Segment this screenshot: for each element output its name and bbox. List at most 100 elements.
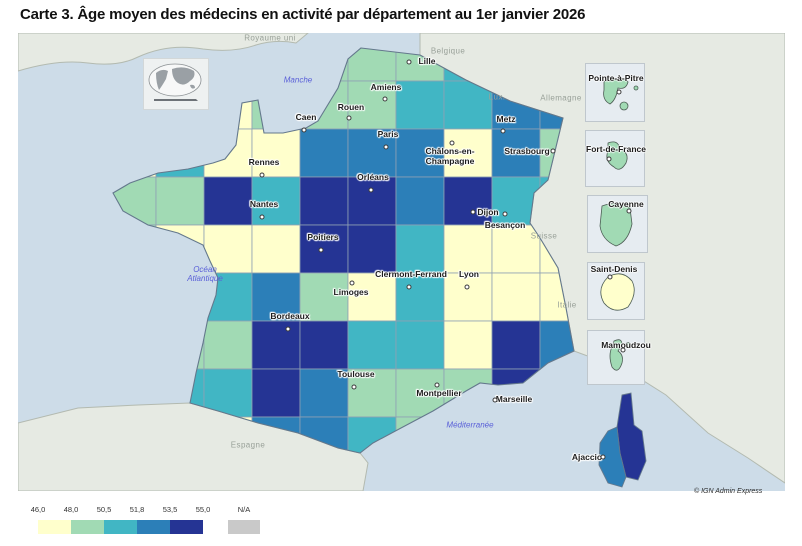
city-marker <box>626 208 632 214</box>
city-label: Mamoudzou <box>601 340 651 350</box>
attribution: © IGN Admin Express <box>694 488 763 495</box>
legend-break-label: 55,0 <box>195 505 211 514</box>
city-marker <box>607 274 613 280</box>
city-label: Caen <box>295 112 317 123</box>
city-marker <box>464 284 470 290</box>
department-cell <box>251 368 301 418</box>
city-marker <box>502 211 508 217</box>
legend-color-swatch <box>137 520 170 534</box>
overseas-panel-mamoudzou: Mamoudzou <box>587 330 651 385</box>
city-marker <box>470 209 476 215</box>
department-cell <box>491 128 541 178</box>
city-marker <box>349 280 355 286</box>
city-label: Bordeaux <box>270 311 310 322</box>
city-marker <box>285 326 291 332</box>
city-label: Rennes <box>248 157 280 168</box>
inset-world-map <box>143 58 209 110</box>
sea-label: Manche <box>283 75 313 85</box>
department-cell <box>251 320 301 370</box>
city-label: Paris <box>377 129 399 140</box>
guyane-territory <box>599 203 633 247</box>
department-cell <box>299 272 349 322</box>
world-americas <box>156 69 168 90</box>
legend-break-label: 53,5 <box>162 505 178 514</box>
city-marker <box>406 284 412 290</box>
city-marker <box>492 397 498 403</box>
city-marker <box>383 144 389 150</box>
department-cell <box>203 320 253 370</box>
city-label: Marseille <box>495 394 533 405</box>
sea-label: Méditerranée <box>446 420 494 430</box>
mayotte-island <box>609 339 623 371</box>
world-australia <box>190 84 195 89</box>
department-cell <box>395 80 445 130</box>
department-cell <box>299 48 349 82</box>
legend-break-label: 48,0 <box>63 505 79 514</box>
department-cell <box>203 80 253 130</box>
inset-scale-mark <box>154 99 198 101</box>
department-cell <box>491 416 541 453</box>
legend-color-swatch <box>170 520 203 534</box>
city-marker <box>600 454 606 460</box>
department-cell <box>491 224 541 274</box>
map-area: Pointe-à-Pitre Fort-de-France Cayenne Sa… <box>18 33 785 491</box>
city-marker <box>259 172 265 178</box>
department-cell <box>299 128 349 178</box>
legend-color-swatch <box>104 520 137 534</box>
city-label: Besançon <box>484 220 526 231</box>
department-cell <box>113 272 157 322</box>
city-label: Rouen <box>337 102 365 113</box>
sea-label: Océan Atlantique <box>187 264 223 283</box>
city-label: Châlons-en-Champagne <box>425 146 475 166</box>
legend-na-swatch <box>228 520 260 534</box>
overseas-panel-fort-de-france: Fort-de-France <box>585 130 646 187</box>
city-marker <box>449 140 455 146</box>
department-cell <box>539 368 574 418</box>
city-marker <box>351 384 357 390</box>
department-cell <box>347 320 397 370</box>
reunion-island <box>600 273 635 311</box>
city-label: Cayenne <box>608 199 644 209</box>
city-label: Toulouse <box>337 369 375 380</box>
city-label: Limoges <box>333 287 369 298</box>
world-eurasia-africa <box>172 67 195 85</box>
overseas-panel-pointe-a-pitre: Pointe-à-Pitre <box>585 63 645 122</box>
department-cell <box>539 416 574 453</box>
city-marker <box>620 347 626 353</box>
department-cell <box>443 224 493 274</box>
department-cell <box>395 176 445 226</box>
city-marker <box>368 187 374 193</box>
country-label: Espagne <box>230 440 266 450</box>
overseas-panel-cayenne: Cayenne <box>587 195 648 253</box>
country-label: Belgique <box>430 46 466 56</box>
department-cell <box>113 320 157 370</box>
country-label: Italie <box>557 300 577 310</box>
department-cell <box>113 128 157 178</box>
department-cell <box>251 128 301 178</box>
country-label: Suisse <box>530 231 558 241</box>
department-cell <box>251 224 301 274</box>
overseas-panel-saint-denis: Saint-Denis <box>587 262 645 320</box>
legend-break-label: 51,8 <box>129 505 145 514</box>
department-cell <box>491 272 541 322</box>
department-cell <box>113 224 157 274</box>
legend-break-label: 46,0 <box>30 505 46 514</box>
department-cell <box>347 272 397 322</box>
department-cell <box>203 176 253 226</box>
department-cell <box>395 320 445 370</box>
guadeloupe-islet <box>619 101 629 111</box>
city-label: Orléans <box>357 172 389 183</box>
city-marker <box>500 128 506 134</box>
department-cell <box>347 224 397 274</box>
city-label: Lyon <box>459 269 479 280</box>
city-label: Poitiers <box>307 232 339 243</box>
guadeloupe-island <box>603 77 629 105</box>
city-marker <box>434 382 440 388</box>
city-label: Montpellier <box>416 388 462 399</box>
department-cell <box>347 176 397 226</box>
department-cell <box>251 272 301 322</box>
city-label: Saint-Denis <box>590 264 638 274</box>
city-marker <box>346 115 352 121</box>
country-label: Allemagne <box>540 93 582 103</box>
